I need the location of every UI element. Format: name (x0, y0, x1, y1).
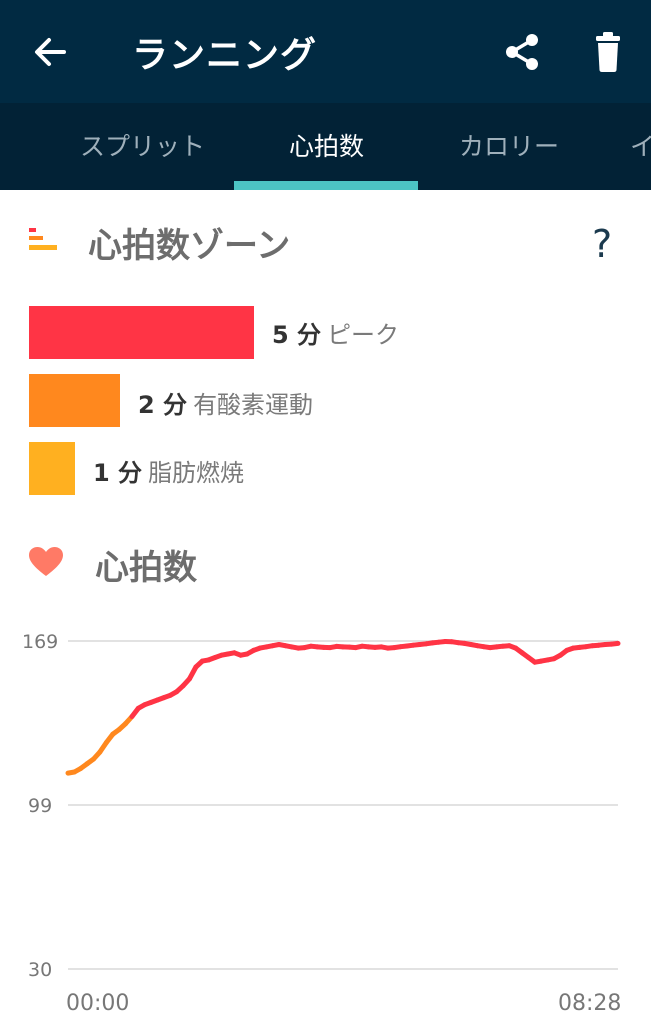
tab-heart-rate[interactable]: 心拍数 (289, 132, 365, 161)
zone-label-cardio: 2 分有酸素運動 (138, 385, 313, 420)
y-tick-label: 99 (28, 795, 52, 817)
heart-rate-line-segment (609, 640, 621, 647)
trash-icon[interactable] (588, 30, 628, 74)
zone-label-fat-burn: 1 分脂肪燃焼 (93, 453, 244, 488)
tab-splits[interactable]: スプリット (80, 132, 206, 161)
y-tick-label: 169 (22, 631, 58, 653)
arrow-back-icon[interactable] (30, 32, 70, 72)
zone-bar-cardio (29, 374, 120, 427)
zone-name: 脂肪燃焼 (148, 459, 245, 487)
heart-rate-title: 心拍数 (95, 548, 197, 588)
zone-minutes: 2 分 (138, 391, 188, 419)
zones-title: 心拍数ゾーン (88, 226, 291, 266)
x-tick-label: 00:00 (66, 991, 129, 1016)
zone-bar-fat-burn (29, 442, 75, 495)
page-title: ランニング (132, 35, 318, 76)
heart-rate-series (65, 639, 621, 776)
app-bar: ランニング (0, 0, 651, 103)
zone-bar-peak (29, 306, 254, 359)
zone-minutes: 1 分 (93, 459, 143, 487)
zone-name: ピーク (327, 321, 400, 349)
zone-label-peak: 5 分ピーク (272, 315, 399, 350)
heart-rate-zones-icon (29, 228, 57, 250)
heart-rate-chart: 169 99 30 00:00 08:28 (22, 631, 621, 1016)
x-tick-label: 08:28 (558, 991, 621, 1016)
zone-name: 有酸素運動 (193, 391, 314, 419)
tab-bar: スプリット 心拍数 カロリー イ (0, 103, 651, 190)
tab-more[interactable]: イ (630, 132, 651, 161)
zone-minutes: 5 分 (272, 321, 322, 349)
active-tab-indicator (234, 181, 418, 190)
y-tick-label: 30 (28, 959, 52, 981)
tab-calories[interactable]: カロリー (459, 132, 560, 161)
help-button[interactable]: ? (592, 222, 613, 266)
heart-icon (29, 547, 63, 576)
share-icon[interactable] (500, 30, 544, 74)
